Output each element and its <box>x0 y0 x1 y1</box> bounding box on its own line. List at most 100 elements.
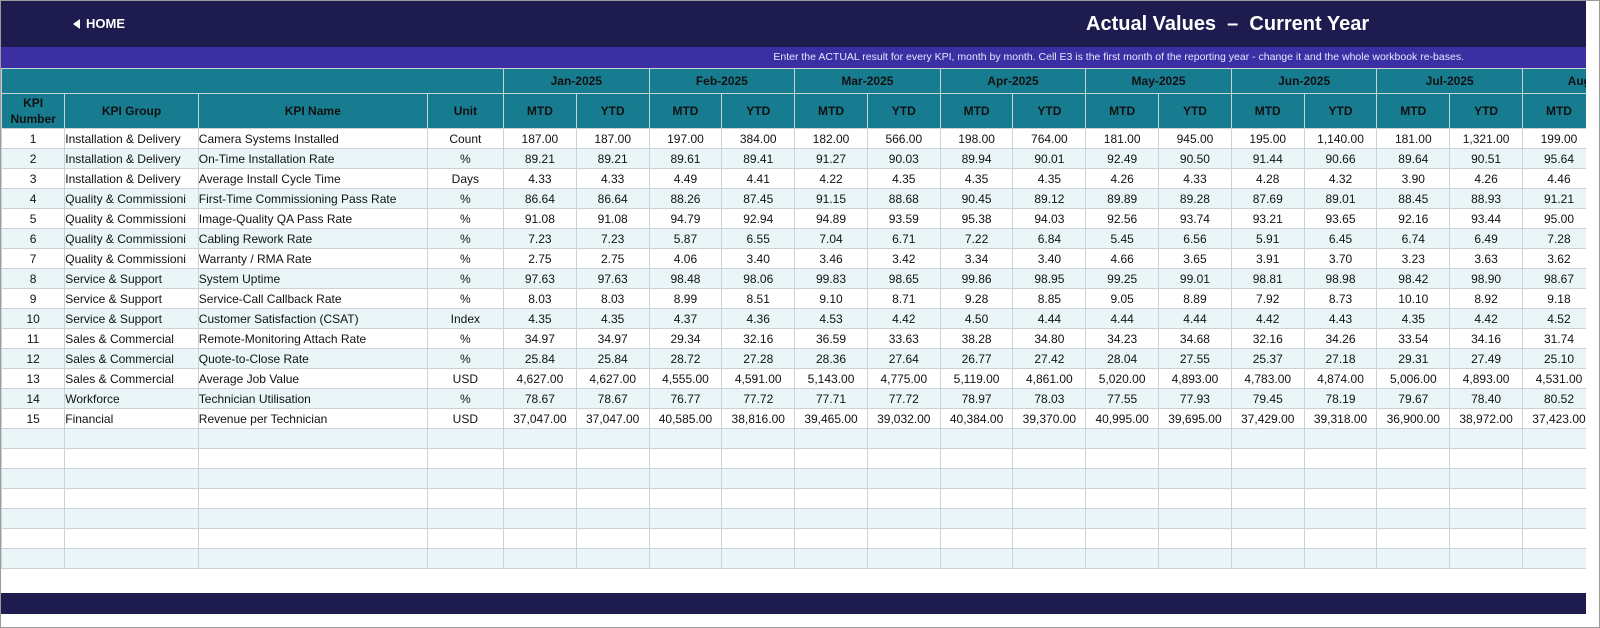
empty-cell[interactable] <box>1012 448 1087 469</box>
empty-cell[interactable] <box>939 508 1014 529</box>
ytd-value-cell[interactable]: 8.89 <box>1158 288 1232 309</box>
ytd-value-cell[interactable]: 4,591.00 <box>721 368 796 389</box>
empty-cell[interactable] <box>1085 428 1160 449</box>
ytd-value-cell[interactable]: 4,775.00 <box>866 368 941 389</box>
mtd-value-cell[interactable]: 199.00 <box>1521 128 1597 149</box>
mtd-value-cell[interactable]: 4.28 <box>1230 168 1305 189</box>
empty-cell[interactable] <box>64 548 199 569</box>
kpi-number-cell[interactable]: 13 <box>0 368 66 389</box>
mtd-value-cell[interactable]: 9.18 <box>1521 288 1597 309</box>
mtd-value-cell[interactable]: 89.61 <box>648 148 723 169</box>
mtd-value-cell[interactable]: 9.10 <box>794 288 868 309</box>
mtd-value-cell[interactable]: 98.48 <box>648 268 723 289</box>
empty-cell[interactable] <box>1158 508 1232 529</box>
ytd-value-cell[interactable]: 4.43 <box>1303 308 1378 329</box>
ytd-value-cell[interactable]: 99.01 <box>1158 268 1232 289</box>
empty-cell[interactable] <box>64 428 199 449</box>
empty-cell[interactable] <box>0 428 66 449</box>
kpi-group-cell[interactable]: Sales & Commercial <box>64 328 199 349</box>
empty-cell[interactable] <box>866 448 941 469</box>
unit-cell[interactable]: Count <box>426 128 505 149</box>
ytd-value-cell[interactable]: 8.92 <box>1449 288 1523 309</box>
ytd-value-cell[interactable]: 4.44 <box>1158 308 1232 329</box>
ytd-value-cell[interactable]: 90.66 <box>1303 148 1378 169</box>
empty-cell[interactable] <box>0 488 66 509</box>
mtd-value-cell[interactable]: 29.31 <box>1376 348 1451 369</box>
mtd-value-cell[interactable]: 3.62 <box>1521 248 1597 269</box>
mtd-value-cell[interactable]: 5,143.00 <box>794 368 868 389</box>
ytd-value-cell[interactable]: 98.06 <box>721 268 796 289</box>
mtd-value-cell[interactable]: 181.00 <box>1085 128 1160 149</box>
ytd-value-cell[interactable]: 34.80 <box>1012 328 1087 349</box>
empty-cell[interactable] <box>1230 548 1305 569</box>
empty-cell[interactable] <box>503 508 577 529</box>
mtd-value-cell[interactable]: 89.21 <box>503 148 577 169</box>
mtd-value-cell[interactable]: 7.92 <box>1230 288 1305 309</box>
mtd-value-cell[interactable]: 4,627.00 <box>503 368 577 389</box>
mtd-value-cell[interactable]: 33.54 <box>1376 328 1451 349</box>
ytd-value-cell[interactable]: 98.98 <box>1303 268 1378 289</box>
ytd-value-cell[interactable]: 3.70 <box>1303 248 1378 269</box>
mtd-value-cell[interactable]: 181.00 <box>1376 128 1451 149</box>
ytd-value-cell[interactable]: 4,627.00 <box>575 368 650 389</box>
ytd-value-cell[interactable]: 6.55 <box>721 228 796 249</box>
ytd-value-cell[interactable]: 4.35 <box>866 168 941 189</box>
ytd-value-cell[interactable]: 37,047.00 <box>575 408 650 429</box>
empty-cell[interactable] <box>503 448 577 469</box>
ytd-value-cell[interactable]: 91.08 <box>575 208 650 229</box>
unit-cell[interactable]: % <box>426 328 505 349</box>
empty-cell[interactable] <box>1158 528 1232 549</box>
kpi-name-cell[interactable]: Customer Satisfaction (CSAT) <box>197 308 428 329</box>
mtd-value-cell[interactable]: 25.84 <box>503 348 577 369</box>
kpi-number-cell[interactable]: 11 <box>0 328 66 349</box>
mtd-value-cell[interactable]: 5,006.00 <box>1376 368 1451 389</box>
empty-cell[interactable] <box>575 448 650 469</box>
ytd-value-cell[interactable]: 4.33 <box>575 168 650 189</box>
kpi-group-cell[interactable]: Sales & Commercial <box>64 348 199 369</box>
ytd-value-cell[interactable]: 92.94 <box>721 208 796 229</box>
mtd-value-cell[interactable]: 80.52 <box>1521 388 1597 409</box>
empty-cell[interactable] <box>939 488 1014 509</box>
empty-cell[interactable] <box>1085 468 1160 489</box>
ytd-value-cell[interactable]: 764.00 <box>1012 128 1087 149</box>
empty-cell[interactable] <box>503 528 577 549</box>
empty-cell[interactable] <box>503 548 577 569</box>
kpi-number-cell[interactable]: 9 <box>0 288 66 309</box>
empty-cell[interactable] <box>721 528 796 549</box>
mtd-value-cell[interactable]: 91.21 <box>1521 188 1597 209</box>
mtd-value-cell[interactable]: 7.28 <box>1521 228 1597 249</box>
mtd-value-cell[interactable]: 88.26 <box>648 188 723 209</box>
unit-cell[interactable]: % <box>426 388 505 409</box>
kpi-name-cell[interactable]: Warranty / RMA Rate <box>197 248 428 269</box>
empty-cell[interactable] <box>0 468 66 489</box>
empty-cell[interactable] <box>0 548 66 569</box>
empty-cell[interactable] <box>575 508 650 529</box>
ytd-value-cell[interactable]: 27.64 <box>866 348 941 369</box>
kpi-group-cell[interactable]: Installation & Delivery <box>64 128 199 149</box>
mtd-value-cell[interactable]: 4.26 <box>1085 168 1160 189</box>
kpi-name-cell[interactable]: Quote-to-Close Rate <box>197 348 428 369</box>
ytd-value-cell[interactable]: 78.03 <box>1012 388 1087 409</box>
empty-cell[interactable] <box>866 428 941 449</box>
mtd-value-cell[interactable]: 4,783.00 <box>1230 368 1305 389</box>
mtd-value-cell[interactable]: 92.49 <box>1085 148 1160 169</box>
ytd-value-cell[interactable]: 39,695.00 <box>1158 408 1232 429</box>
empty-cell[interactable] <box>197 528 428 549</box>
mtd-value-cell[interactable]: 26.77 <box>939 348 1014 369</box>
mtd-value-cell[interactable]: 78.67 <box>503 388 577 409</box>
empty-cell[interactable] <box>1303 508 1378 529</box>
empty-cell[interactable] <box>197 488 428 509</box>
kpi-number-cell[interactable]: 2 <box>0 148 66 169</box>
empty-cell[interactable] <box>1449 488 1523 509</box>
mtd-value-cell[interactable]: 3.46 <box>794 248 868 269</box>
mtd-value-cell[interactable]: 99.83 <box>794 268 868 289</box>
unit-cell[interactable]: Days <box>426 168 505 189</box>
empty-cell[interactable] <box>197 508 428 529</box>
empty-cell[interactable] <box>1085 448 1160 469</box>
kpi-name-cell[interactable]: On-Time Installation Rate <box>197 148 428 169</box>
home-button[interactable]: HOME <box>73 16 125 31</box>
empty-cell[interactable] <box>1303 488 1378 509</box>
kpi-number-cell[interactable]: 12 <box>0 348 66 369</box>
empty-cell[interactable] <box>1230 468 1305 489</box>
mtd-value-cell[interactable]: 37,429.00 <box>1230 408 1305 429</box>
